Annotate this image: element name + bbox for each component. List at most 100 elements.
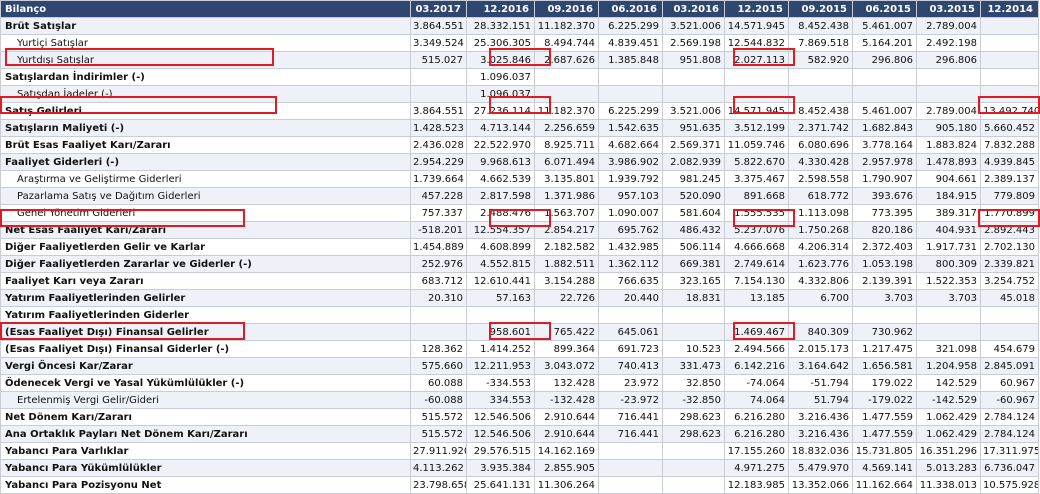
table-row: (Esas Faaliyet Dışı) Finansal Gelirler 95… bbox=[0, 323, 1039, 341]
row-label: Yatırım Faaliyetlerinden Gelirler bbox=[0, 289, 411, 307]
table-row: (Esas Faaliyet Dışı) Finansal Giderler (… bbox=[0, 340, 1039, 358]
row-label: Vergi Öncesi Kar/Zarar bbox=[0, 357, 411, 375]
value-cell: 3.135.801 bbox=[534, 170, 599, 188]
row-label: Faaliyet Karı veya Zararı bbox=[0, 272, 411, 290]
value-cell: 1.917.731 bbox=[916, 238, 981, 256]
header-cell: 09.2016 bbox=[534, 0, 599, 18]
value-cell: 2.845.091 bbox=[980, 357, 1039, 375]
value-cell: 3.164.642 bbox=[788, 357, 853, 375]
value-cell: 6.225.299 bbox=[598, 102, 663, 120]
value-cell: 3.703 bbox=[916, 289, 981, 307]
value-cell: 7.869.518 bbox=[788, 34, 853, 52]
value-cell: 12.211.953 bbox=[466, 357, 535, 375]
value-cell bbox=[980, 85, 1039, 103]
value-cell: 669.381 bbox=[662, 255, 725, 273]
value-cell: 4.839.451 bbox=[598, 34, 663, 52]
value-cell bbox=[980, 323, 1039, 341]
value-cell: 3.521.006 bbox=[662, 102, 725, 120]
value-cell: 1.362.112 bbox=[598, 255, 663, 273]
value-cell: 8.494.744 bbox=[534, 34, 599, 52]
value-cell: 2.954.229 bbox=[410, 153, 467, 171]
value-cell: 3.025.846 bbox=[466, 51, 535, 69]
table-row: Brüt Satışlar 3.864.551 28.332.151 11.182.3… bbox=[0, 17, 1039, 35]
value-cell: 2.784.124 bbox=[980, 408, 1039, 426]
table-body: Brüt Satışlar 3.864.551 28.332.151 11.182.3… bbox=[0, 17, 1039, 494]
value-cell bbox=[916, 85, 981, 103]
value-cell: 3.154.288 bbox=[534, 272, 599, 290]
value-cell: 2.027.113 bbox=[724, 51, 789, 69]
row-label: Net Dönem Karı/Zararı bbox=[0, 408, 411, 426]
value-cell: 23.798.658 bbox=[410, 476, 467, 494]
value-cell: 22.522.970 bbox=[466, 136, 535, 154]
value-cell: 2.789.004 bbox=[916, 17, 981, 35]
value-cell bbox=[410, 85, 467, 103]
value-cell: 11.182.370 bbox=[534, 17, 599, 35]
value-cell: -23.972 bbox=[598, 391, 663, 409]
table-row: Satış Gelirleri 3.864.551 27.236.114 11.182… bbox=[0, 102, 1039, 120]
value-cell: 5.479.970 bbox=[788, 459, 853, 477]
value-cell: 331.473 bbox=[662, 357, 725, 375]
value-cell: 18.832.036 bbox=[788, 442, 853, 460]
table-row: Yatırım Faaliyetlerinden Gelirler 20.310 5… bbox=[0, 289, 1039, 307]
value-cell: -179.022 bbox=[852, 391, 917, 409]
value-cell: 2.488.476 bbox=[466, 204, 535, 222]
value-cell: 6.216.280 bbox=[724, 425, 789, 443]
value-cell: -132.428 bbox=[534, 391, 599, 409]
value-cell: 3.864.551 bbox=[410, 17, 467, 35]
value-cell: 4.662.539 bbox=[466, 170, 535, 188]
value-cell: 2.339.821 bbox=[980, 255, 1039, 273]
value-cell: -74.064 bbox=[724, 374, 789, 392]
value-cell: 14.162.169 bbox=[534, 442, 599, 460]
value-cell: 296.806 bbox=[852, 51, 917, 69]
value-cell bbox=[852, 306, 917, 324]
row-label: Satışların Maliyeti (-) bbox=[0, 119, 411, 137]
value-cell: 11.059.746 bbox=[724, 136, 789, 154]
value-cell bbox=[852, 68, 917, 86]
value-cell: 3.216.436 bbox=[788, 425, 853, 443]
header-cell: 03.2016 bbox=[662, 0, 725, 18]
value-cell: 766.635 bbox=[598, 272, 663, 290]
value-cell: 5.013.283 bbox=[916, 459, 981, 477]
value-cell: 4.666.668 bbox=[724, 238, 789, 256]
table-row: Yurtdışı Satışlar 515.027 3.025.846 2.687.6… bbox=[0, 51, 1039, 69]
value-cell bbox=[662, 459, 725, 477]
value-cell: 904.661 bbox=[916, 170, 981, 188]
header-cell: 06.2016 bbox=[598, 0, 663, 18]
value-cell bbox=[534, 306, 599, 324]
row-label: Yabancı Para Yükümlülükler bbox=[0, 459, 411, 477]
table-row: Pazarlama Satış ve Dağıtım Giderleri 457.… bbox=[0, 187, 1039, 205]
value-cell: 1.053.198 bbox=[852, 255, 917, 273]
value-cell: 1.454.889 bbox=[410, 238, 467, 256]
value-cell: 5.164.201 bbox=[852, 34, 917, 52]
header-cell: 12.2016 bbox=[466, 0, 535, 18]
value-cell: 404.931 bbox=[916, 221, 981, 239]
value-cell bbox=[598, 476, 663, 494]
value-cell bbox=[980, 51, 1039, 69]
value-cell: 4.569.141 bbox=[852, 459, 917, 477]
value-cell: 2.082.939 bbox=[662, 153, 725, 171]
value-cell: 179.022 bbox=[852, 374, 917, 392]
value-cell: 3.703 bbox=[852, 289, 917, 307]
table-row: Net Dönem Karı/Zararı 515.572 12.546.506 2.… bbox=[0, 408, 1039, 426]
table-row: Araştırma ve Geliştirme Giderleri 1.739.6… bbox=[0, 170, 1039, 188]
value-cell bbox=[724, 306, 789, 324]
value-cell: 323.165 bbox=[662, 272, 725, 290]
value-cell: 520.090 bbox=[662, 187, 725, 205]
value-cell: 8.452.438 bbox=[788, 17, 853, 35]
value-cell: 15.731.805 bbox=[852, 442, 917, 460]
row-label: Yurtdışı Satışlar bbox=[0, 51, 411, 69]
table-row: Satışların Maliyeti (-) 1.428.523 4.713.14… bbox=[0, 119, 1039, 137]
value-cell: 951.635 bbox=[662, 119, 725, 137]
row-label: Ana Ortaklık Payları Net Dönem Karı/Zara… bbox=[0, 425, 411, 443]
value-cell bbox=[662, 323, 725, 341]
value-cell: 2.015.173 bbox=[788, 340, 853, 358]
value-cell: 2.784.124 bbox=[980, 425, 1039, 443]
table-row: Vergi Öncesi Kar/Zarar 575.660 12.211.953 3… bbox=[0, 357, 1039, 375]
value-cell: 716.441 bbox=[598, 408, 663, 426]
value-cell: 252.976 bbox=[410, 255, 467, 273]
value-cell: 3.375.467 bbox=[724, 170, 789, 188]
value-cell: 2.702.130 bbox=[980, 238, 1039, 256]
value-cell: 298.623 bbox=[662, 425, 725, 443]
value-cell: 645.061 bbox=[598, 323, 663, 341]
